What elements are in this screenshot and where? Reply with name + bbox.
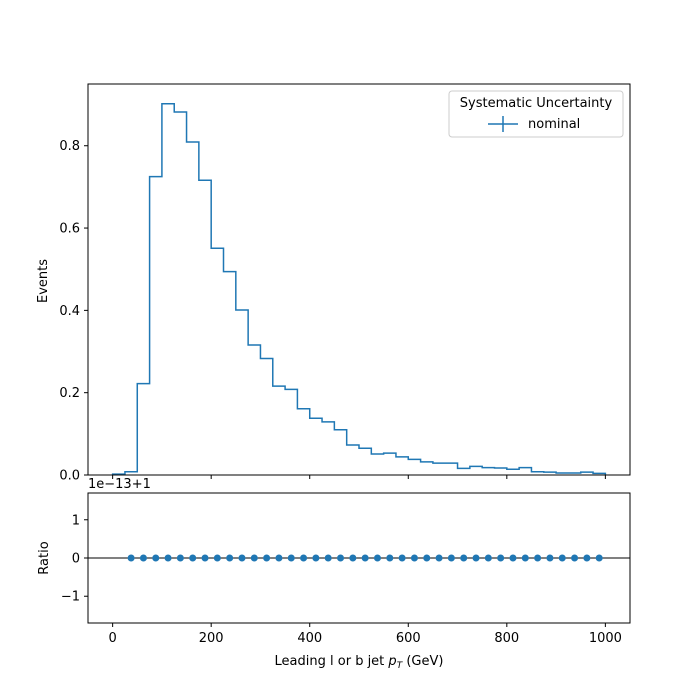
ratio-point [595, 554, 603, 562]
legend-title: Systematic Uncertainty [460, 96, 613, 111]
ratio-y-tick-label: 0 [72, 552, 80, 567]
main-panel: 0.0 0.2 0.4 0.6 0.8 Events Systematic Uncert… [36, 83, 631, 484]
x-axis-label: Leading l or b jet pT (GeV) [275, 654, 444, 671]
ratio-point [398, 554, 406, 562]
ratio-point [460, 554, 468, 562]
ratio-point [152, 554, 160, 562]
ratio-point [534, 554, 542, 562]
ratio-point [164, 554, 172, 562]
x-axis-label-math: p [387, 654, 396, 669]
main-y-tick-label: 0.0 [59, 469, 80, 484]
main-y-tick-label: 0.8 [59, 139, 80, 154]
ratio-point [250, 554, 258, 562]
ratio-point [287, 554, 295, 562]
ratio-x-ticks: 0 200 400 600 800 1000 [108, 623, 622, 646]
ratio-point [176, 554, 184, 562]
ratio-y-tick-label: 1 [72, 513, 80, 528]
ratio-point [521, 554, 529, 562]
ratio-point [447, 554, 455, 562]
ratio-x-tick-label: 400 [297, 631, 322, 646]
y-axis-label-ratio: Ratio [37, 541, 52, 574]
ratio-point [472, 554, 480, 562]
main-y-ticks: 0.0 0.2 0.4 0.6 0.8 [59, 139, 88, 484]
ratio-point [189, 554, 197, 562]
ratio-point [127, 554, 135, 562]
ratio-point [337, 554, 345, 562]
ratio-point [509, 554, 517, 562]
ratio-point [324, 554, 332, 562]
ratio-x-tick-label: 600 [396, 631, 421, 646]
ratio-point [361, 554, 369, 562]
main-axes-frame [87, 83, 631, 476]
histogram-nominal [111, 103, 607, 475]
ratio-panel: 0 200 400 600 800 1000 −1 0 1 1e−13+1 Ratio Lea… [37, 477, 631, 671]
ratio-point [139, 554, 147, 562]
ratio-point [497, 554, 505, 562]
ratio-y-ticks: −1 0 1 [61, 513, 88, 605]
ratio-x-tick-label: 800 [494, 631, 519, 646]
ratio-point [571, 554, 579, 562]
histogram-step-line [111, 103, 607, 475]
ratio-x-tick-label: 200 [199, 631, 224, 646]
ratio-point [423, 554, 431, 562]
y-axis-label-events: Events [36, 259, 51, 303]
main-y-tick-label: 0.2 [59, 386, 80, 401]
ratio-point [583, 554, 591, 562]
ratio-point [386, 554, 394, 562]
ratio-point [312, 554, 320, 562]
ratio-point [410, 554, 418, 562]
ratio-point [373, 554, 381, 562]
ratio-point [300, 554, 308, 562]
ratio-x-tick-label: 0 [108, 631, 116, 646]
ratio-point [263, 554, 271, 562]
ratio-point [349, 554, 357, 562]
ratio-point [275, 554, 283, 562]
ratio-x-tick-label: 1000 [589, 631, 622, 646]
ratio-point [435, 554, 443, 562]
ratio-points [127, 554, 603, 562]
legend-box [448, 90, 624, 138]
x-axis-label-math-sub: T [397, 661, 404, 671]
main-y-tick-label: 0.6 [59, 222, 80, 237]
ratio-point [484, 554, 492, 562]
ratio-point [546, 554, 554, 562]
ratio-point [213, 554, 221, 562]
ratio-point [558, 554, 566, 562]
legend-entry-nominal: nominal [528, 117, 580, 132]
ratio-y-tick-label: −1 [61, 590, 80, 605]
main-y-tick-label: 0.4 [59, 304, 80, 319]
legend-marker-nominal [488, 116, 518, 132]
ratio-point [238, 554, 246, 562]
main-x-ticks [112, 475, 606, 479]
x-axis-label-unit-text: (GeV) [406, 654, 443, 669]
ratio-point [201, 554, 209, 562]
x-axis-label-text: Leading l or b jet [275, 654, 385, 669]
ratio-point [226, 554, 234, 562]
ratio-offset-label: 1e−13+1 [88, 477, 151, 492]
legend: Systematic Uncertainty nominal [448, 90, 624, 138]
